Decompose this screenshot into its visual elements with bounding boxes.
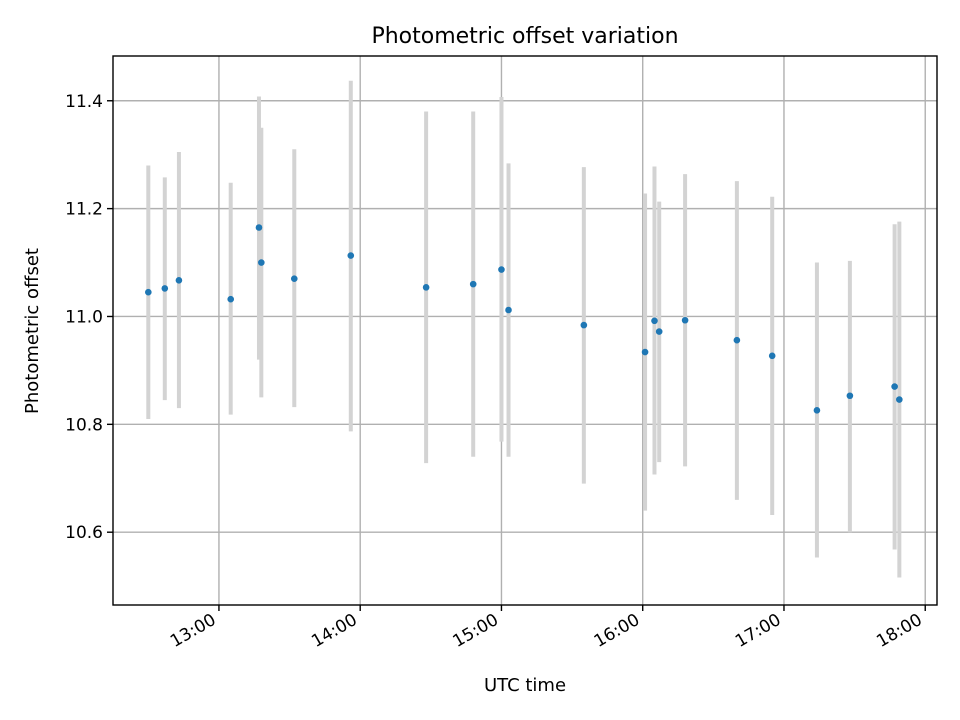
data-point [422,284,430,291]
data-point [161,285,169,292]
y-tick-label: 10.6 [65,523,103,543]
point-layer [145,224,903,414]
x-tick-label: 13:00 [167,610,219,652]
x-tick-label: 18:00 [873,610,925,652]
data-point [651,317,658,325]
grid-layer [113,56,937,605]
data-point [145,288,152,296]
data-point [733,336,741,344]
x-tick-label: 17:00 [732,610,784,652]
data-point [255,224,263,231]
y-tick-label: 11.2 [65,200,103,220]
data-point [768,352,776,360]
plot-frame [112,55,938,606]
data-point [846,392,854,400]
data-point [505,306,512,314]
data-point [896,396,903,403]
data-point [175,277,183,284]
data-point [469,280,477,288]
data-point [681,316,689,324]
data-point [641,348,649,356]
errorbar-layer [146,80,902,578]
y-axis-label: Photometric offset [22,248,43,414]
chart-title: Photometric offset variation [371,24,678,49]
data-point [290,275,298,283]
x-tick-layer: 13:00 14:00 15:00 16:00 17:00 18:00 [167,605,926,652]
data-point [347,252,355,259]
y-tick-layer: 10.6 10.8 11.0 11.2 11.4 [65,92,113,543]
y-tick-label: 11.4 [65,92,103,112]
y-tick-label: 11.0 [65,307,103,327]
x-axis-label: UTC time [484,675,566,696]
data-point [580,321,588,329]
x-tick-label: 16:00 [591,610,643,652]
data-point [655,328,663,335]
data-point [258,259,265,266]
data-point [498,266,505,273]
data-point [891,383,898,390]
x-tick-label: 15:00 [450,610,502,652]
y-tick-label: 10.8 [65,415,103,435]
data-point [227,295,235,303]
data-point [813,407,821,414]
x-tick-label: 14:00 [308,610,360,652]
